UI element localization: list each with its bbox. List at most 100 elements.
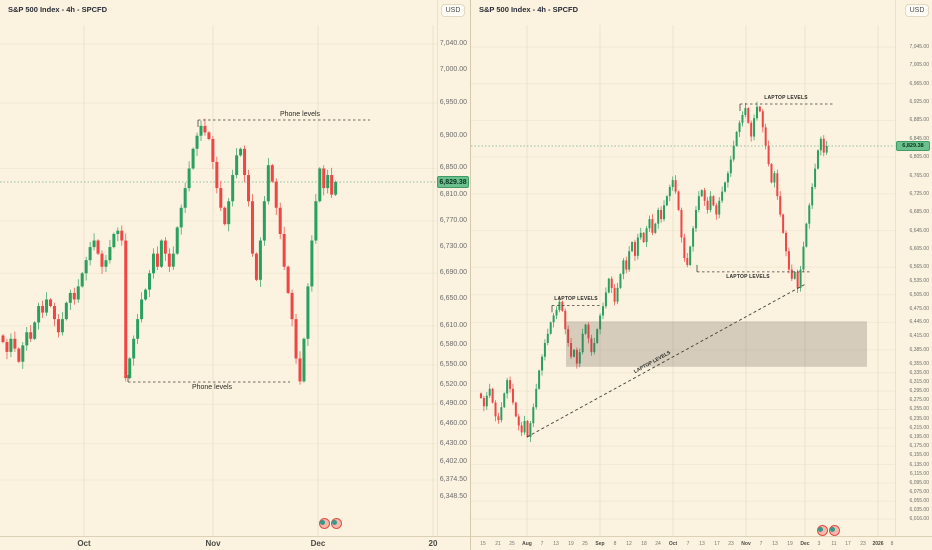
price-tick: 6,255.00 (909, 406, 929, 413)
candle-body (802, 246, 805, 270)
candle-body (298, 358, 302, 382)
candle-body (199, 125, 203, 136)
price-tick: 6,770.00 (439, 216, 467, 224)
price-tick: 6,900.00 (439, 131, 467, 139)
price-tick: 6,505.00 (909, 291, 929, 298)
candle-body (694, 209, 697, 229)
candle-body (718, 200, 721, 215)
candle-body (776, 173, 779, 197)
price-tick: 6,885.00 (909, 117, 929, 124)
time-label: Dec (800, 541, 810, 547)
annotation-label[interactable]: LAPTOP LEVELS (764, 94, 808, 101)
candle-body (520, 425, 523, 433)
symbol-title-left[interactable]: S&P 500 Index - 4h - SPCFD (8, 5, 108, 14)
candle-body (219, 188, 223, 208)
candle-body (56, 319, 60, 333)
annotation-label[interactable]: LAPTOP LEVELS (554, 296, 598, 303)
candle-body (610, 278, 613, 288)
candle-body (715, 205, 718, 215)
candle-body (546, 333, 549, 343)
price-scale-border-right (895, 0, 896, 536)
time-label: 23 (728, 541, 734, 547)
candle-body (816, 150, 819, 169)
price-tick: 6,650.00 (439, 295, 467, 303)
last-price-label-right: 6,829.38 (896, 141, 930, 151)
mood-sticker-face (830, 527, 835, 532)
currency-button-right[interactable]: USD (905, 4, 929, 17)
time-label: 23 (860, 541, 866, 547)
price-tick: 6,195.00 (909, 434, 929, 440)
candle-body (497, 416, 500, 421)
candle-body (163, 240, 167, 254)
candle-body (790, 269, 793, 279)
annotation-label[interactable]: Phone levels (191, 384, 233, 392)
candle-body (555, 309, 558, 316)
candle-body (575, 349, 578, 364)
price-tick: 6,535.00 (909, 278, 929, 285)
last-price-label-left: 6,829.38 (437, 176, 469, 188)
time-label: 8 (890, 541, 894, 547)
candle-body (721, 191, 724, 201)
candle-body (674, 180, 677, 192)
candle-body (140, 299, 144, 320)
candle-body (124, 240, 128, 379)
time-label: 13 (699, 541, 705, 547)
candle-body (112, 233, 116, 248)
pane-divider[interactable] (470, 0, 471, 550)
candle-body (822, 138, 825, 153)
candle-body (596, 329, 599, 343)
candle-body (159, 240, 163, 267)
candle-body (500, 407, 503, 421)
candle-body (223, 207, 227, 225)
annotation-label[interactable]: Phone levels (279, 110, 321, 118)
price-tick: 6,335.00 (909, 369, 929, 376)
candle-body (148, 273, 152, 290)
time-label: 2026 (872, 541, 884, 547)
price-tick: 7,000.00 (439, 66, 467, 74)
mood-sticker[interactable] (828, 524, 840, 536)
candle-body (239, 148, 243, 156)
candle-body (741, 114, 744, 123)
candle-body (602, 306, 605, 316)
price-tick: 6,402.00 (439, 457, 467, 465)
candle-body (187, 168, 191, 189)
candle-body (619, 274, 622, 288)
candle-body (100, 253, 104, 267)
candle-body (195, 135, 199, 149)
price-tick: 6,016.00 (909, 516, 929, 523)
candle-body (750, 122, 753, 137)
candle-body (49, 299, 53, 307)
annotation-label[interactable]: LAPTOP LEVELS (726, 273, 770, 280)
candle-body (744, 108, 747, 115)
candle-body (541, 356, 544, 371)
candle-body (523, 420, 526, 433)
mood-sticker[interactable] (816, 524, 828, 536)
candle-body (753, 118, 756, 137)
candle-body (144, 289, 148, 300)
candle-body (660, 209, 663, 220)
price-tick: 6,035.00 (909, 507, 929, 514)
mood-sticker[interactable] (330, 517, 342, 529)
candle-body (318, 168, 322, 202)
candle-body (663, 205, 666, 220)
candle-body (41, 306, 45, 313)
candle-body (604, 292, 607, 307)
candle-body (116, 230, 120, 234)
price-tick: 6,645.00 (909, 227, 929, 234)
price-tick: 6,550.00 (439, 360, 467, 368)
candle-body (773, 173, 776, 183)
candle-body (485, 395, 488, 407)
trendline-drawing[interactable] (526, 283, 807, 438)
candle-body (37, 306, 41, 323)
symbol-title-right[interactable]: S&P 500 Index - 4h - SPCFD (479, 5, 579, 14)
candle-body (581, 333, 584, 353)
currency-button-left[interactable]: USD (441, 4, 465, 17)
candle-body (703, 190, 706, 201)
rectangle-zone-drawing[interactable] (566, 321, 867, 367)
mood-sticker[interactable] (318, 517, 330, 529)
candle-body (17, 348, 21, 362)
candle-body (482, 398, 485, 407)
candle-body (651, 219, 654, 233)
candle-body (511, 388, 514, 403)
